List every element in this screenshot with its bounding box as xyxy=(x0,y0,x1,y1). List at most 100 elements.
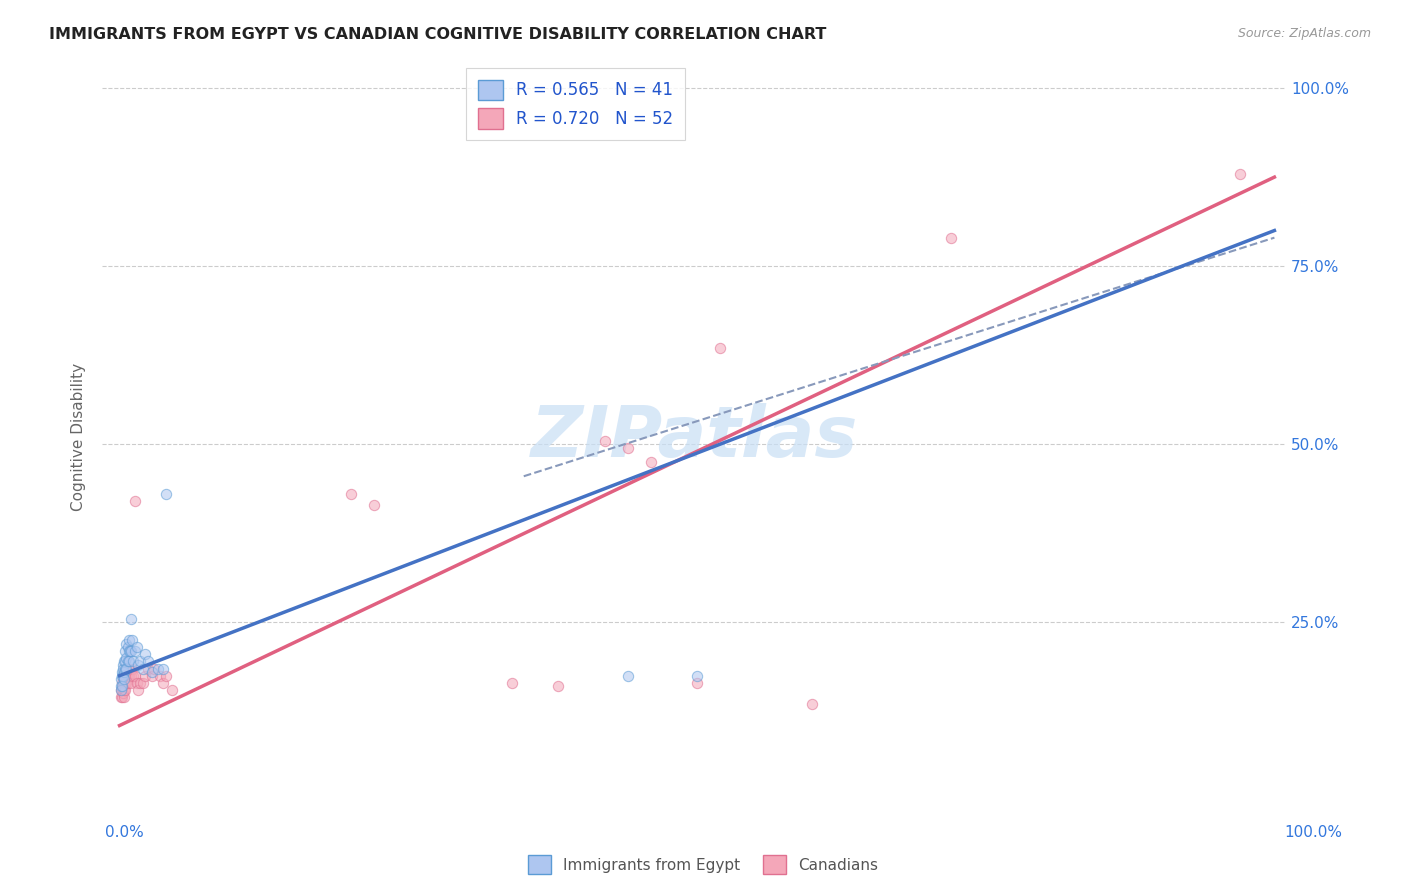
Point xyxy=(111,672,134,686)
Point xyxy=(111,690,134,704)
Y-axis label: Cognitive Disability: Cognitive Disability xyxy=(72,363,86,511)
Point xyxy=(111,668,134,682)
Point xyxy=(112,655,135,669)
Point xyxy=(129,655,152,669)
Point xyxy=(160,682,183,697)
Point xyxy=(124,494,146,508)
Point xyxy=(115,651,138,665)
Point xyxy=(114,655,136,669)
Point xyxy=(115,675,138,690)
Point xyxy=(143,661,166,675)
Point xyxy=(118,668,141,682)
Point xyxy=(121,661,143,675)
Point xyxy=(112,668,135,682)
Point xyxy=(149,668,172,682)
Point xyxy=(114,668,136,682)
Point xyxy=(117,668,139,682)
Point xyxy=(114,661,136,675)
Point xyxy=(117,675,139,690)
Point xyxy=(111,668,134,682)
Point xyxy=(122,655,145,669)
Point xyxy=(118,661,141,675)
Point xyxy=(640,455,662,469)
Legend: Immigrants from Egypt, Canadians: Immigrants from Egypt, Canadians xyxy=(522,849,884,880)
Point xyxy=(118,655,141,669)
Point xyxy=(131,675,153,690)
Point xyxy=(686,668,709,682)
Point xyxy=(111,686,134,700)
Point xyxy=(112,690,135,704)
Point xyxy=(363,498,385,512)
Point xyxy=(120,612,142,626)
Text: ZIPatlas: ZIPatlas xyxy=(530,402,858,472)
Point xyxy=(125,640,148,655)
Text: 100.0%: 100.0% xyxy=(1285,825,1343,840)
Point xyxy=(118,644,141,658)
Point xyxy=(125,675,148,690)
Point xyxy=(110,679,132,693)
Point xyxy=(118,633,141,648)
Point xyxy=(547,679,569,693)
Text: 0.0%: 0.0% xyxy=(105,825,145,840)
Point xyxy=(111,661,134,675)
Point xyxy=(122,668,145,682)
Legend: R = 0.565   N = 41, R = 0.720   N = 52: R = 0.565 N = 41, R = 0.720 N = 52 xyxy=(467,68,685,140)
Point xyxy=(110,690,132,704)
Point xyxy=(129,675,152,690)
Point xyxy=(593,434,616,448)
Point xyxy=(155,487,177,501)
Point xyxy=(120,675,142,690)
Point xyxy=(134,668,156,682)
Text: Source: ZipAtlas.com: Source: ZipAtlas.com xyxy=(1237,27,1371,40)
Point xyxy=(118,661,141,675)
Point xyxy=(141,668,163,682)
Point xyxy=(155,668,177,682)
Point xyxy=(127,658,149,673)
Point xyxy=(114,675,136,690)
Point xyxy=(111,665,134,679)
Point xyxy=(111,679,134,693)
Point xyxy=(114,682,136,697)
Point xyxy=(138,661,160,675)
Point xyxy=(115,637,138,651)
Point xyxy=(111,675,134,690)
Point xyxy=(124,668,146,682)
Point xyxy=(112,682,135,697)
Point xyxy=(138,655,160,669)
Point xyxy=(120,644,142,658)
Point xyxy=(111,658,134,673)
Text: IMMIGRANTS FROM EGYPT VS CANADIAN COGNITIVE DISABILITY CORRELATION CHART: IMMIGRANTS FROM EGYPT VS CANADIAN COGNIT… xyxy=(49,27,827,42)
Point xyxy=(124,644,146,658)
Point xyxy=(112,675,135,690)
Point xyxy=(115,661,138,675)
Point xyxy=(801,697,824,711)
Point xyxy=(501,675,523,690)
Point xyxy=(121,633,143,648)
Point xyxy=(120,668,142,682)
Point xyxy=(141,665,163,679)
Point xyxy=(146,661,169,675)
Point xyxy=(118,644,141,658)
Point xyxy=(939,230,962,244)
Point xyxy=(616,668,638,682)
Point xyxy=(134,648,156,662)
Point xyxy=(127,682,149,697)
Point xyxy=(111,682,134,697)
Point xyxy=(152,661,174,675)
Point xyxy=(114,644,136,658)
Point xyxy=(709,341,731,355)
Point xyxy=(1229,167,1251,181)
Point xyxy=(152,675,174,690)
Point xyxy=(112,672,135,686)
Point xyxy=(339,487,361,501)
Point xyxy=(616,441,638,455)
Point xyxy=(110,672,132,686)
Point xyxy=(131,661,153,675)
Point xyxy=(111,679,134,693)
Point xyxy=(115,668,138,682)
Point xyxy=(117,640,139,655)
Point xyxy=(110,682,132,697)
Point xyxy=(112,665,135,679)
Point xyxy=(686,675,709,690)
Point xyxy=(117,655,139,669)
